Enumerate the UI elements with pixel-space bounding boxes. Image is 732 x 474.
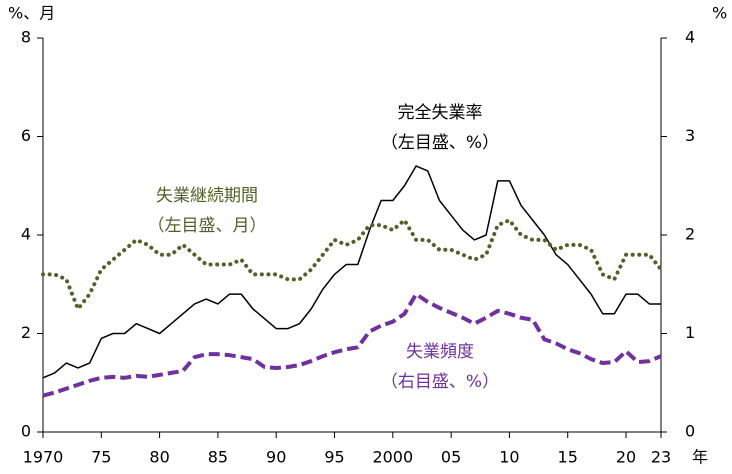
series-note: （右目盛、%） — [381, 372, 499, 392]
series-label: 失業継続期間 — [156, 186, 258, 206]
y-tick-label: 4 — [21, 225, 31, 244]
x-tick-label: 20 — [616, 448, 636, 467]
series-line — [41, 218, 663, 311]
x-tick-label: 85 — [208, 448, 228, 467]
series-note: （左目盛、%） — [381, 133, 499, 153]
x-tick-label: 15 — [558, 448, 578, 467]
series-note: （左目盛、月） — [148, 216, 267, 236]
y-axis-label: %、月 — [8, 4, 55, 23]
x-tick-label: 90 — [266, 448, 286, 467]
series-line — [42, 292, 662, 398]
x-tick-label: 75 — [91, 448, 111, 467]
y-tick-label: 6 — [21, 126, 31, 145]
x-tick-label: 95 — [324, 448, 344, 467]
y2-tick-label: 4 — [685, 28, 695, 47]
x-axis-label: 年 — [692, 448, 708, 467]
y2-axis-label: % — [712, 4, 727, 23]
y2-tick-label: 3 — [685, 126, 695, 145]
y2-tick-label: 0 — [685, 422, 695, 441]
x-tick-label: 80 — [149, 448, 169, 467]
x-tick-label: 10 — [499, 448, 519, 467]
x-tick-label: 05 — [441, 448, 461, 467]
y2-tick-label: 1 — [685, 323, 695, 342]
y-tick-label: 8 — [21, 28, 31, 47]
x-tick-label: 2000 — [372, 448, 413, 467]
series-label: 失業頻度 — [406, 342, 474, 362]
x-tick-label: 1970 — [23, 448, 64, 467]
y-tick-label: 2 — [21, 323, 31, 342]
series-label: 完全失業率 — [398, 103, 483, 123]
x-tick-label: 23 — [651, 448, 671, 467]
series-line — [42, 165, 661, 379]
y2-tick-label: 2 — [685, 225, 695, 244]
y-tick-label: 0 — [21, 422, 31, 441]
